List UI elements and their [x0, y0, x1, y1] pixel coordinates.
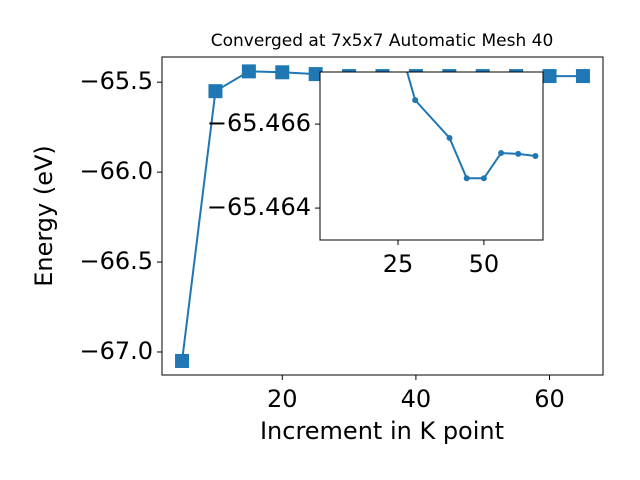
x-tick-label: 25: [383, 250, 414, 278]
chart-title: Converged at 7x5x7 Automatic Mesh 40: [211, 31, 554, 51]
axes-frame: [161, 56, 604, 376]
x-tick-label: 20: [267, 385, 298, 413]
x-tick-label: 40: [401, 385, 432, 413]
marker: [542, 69, 557, 84]
marker: [241, 64, 256, 79]
marker: [275, 65, 290, 80]
data-group: [406, 72, 539, 182]
marker: [480, 175, 487, 182]
y-tick-label: −65.5: [79, 67, 153, 95]
axes-frame: [319, 71, 544, 241]
marker: [446, 134, 453, 141]
y-axis-label: Energy (eV): [30, 145, 58, 287]
y-tick-label: −66.5: [79, 247, 153, 275]
marker: [175, 353, 190, 368]
inset-plot: 25 50 −65.466 −65.464: [207, 71, 544, 278]
marker: [463, 175, 470, 182]
marker: [532, 153, 539, 159]
x-axis-label: Increment in K point: [260, 417, 504, 445]
plot-area: [320, 72, 543, 240]
y-tick-label: −66.0: [79, 157, 153, 185]
x-tick-label: 50: [469, 250, 500, 278]
x-tick-label: 60: [534, 385, 565, 413]
marker: [208, 84, 223, 99]
y-tick-label: −67.0: [79, 337, 153, 365]
y-tick-label: −65.466: [207, 109, 311, 137]
marker: [498, 150, 505, 157]
marker: [575, 69, 590, 84]
marker: [308, 67, 323, 82]
marker: [515, 150, 522, 157]
marker: [412, 97, 419, 104]
y-tick-label: −65.464: [207, 193, 311, 221]
